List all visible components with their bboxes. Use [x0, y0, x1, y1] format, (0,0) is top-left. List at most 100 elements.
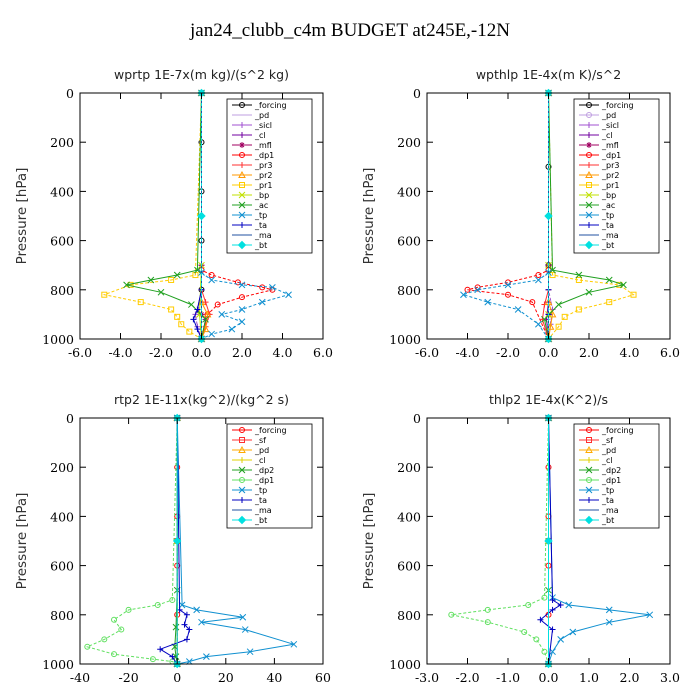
data-point	[123, 281, 130, 289]
y-tick-label: 0	[413, 86, 421, 101]
legend-marker	[238, 445, 246, 453]
legend-marker	[238, 211, 246, 219]
legend-label: _tp	[601, 486, 614, 495]
legend: _forcing_sf_pd_cl_dp2_dp1_tp_ta_ma_bt	[573, 423, 660, 529]
y-tick-label: 400	[50, 184, 74, 199]
data-point	[569, 628, 577, 636]
legend-item: _bt	[232, 240, 267, 250]
data-point	[194, 266, 201, 274]
legend-label: _bt	[254, 241, 267, 250]
x-tick-label: -6.0	[415, 345, 439, 360]
data-point	[202, 315, 209, 323]
data-point	[198, 618, 205, 626]
y-tick-label: 1000	[42, 332, 74, 347]
legend-item: _dp2	[579, 466, 621, 475]
legend-label: _ta	[601, 496, 614, 505]
data-point	[125, 606, 132, 613]
data-point	[620, 281, 627, 289]
plot-panel-4: thlp2 1E-4x(K^2)/s Pressure [hPa] -3.0 -2.0…	[361, 392, 680, 685]
y-tick-label: 200	[50, 460, 74, 475]
y-tick-label: 600	[50, 234, 74, 249]
legend-label: _pr1	[601, 181, 619, 190]
legend-marker	[586, 427, 592, 433]
y-tick-label: 600	[397, 234, 421, 249]
legend-marker	[239, 427, 245, 433]
data-point	[111, 616, 118, 623]
legend-label: _mfl	[601, 141, 619, 150]
x-tick-label: 2.0	[620, 670, 640, 685]
legend-marker	[586, 142, 592, 148]
legend-label: _pr3	[601, 161, 619, 170]
legend-marker	[586, 222, 592, 228]
legend-label: _bt	[254, 516, 267, 525]
data-point	[535, 276, 542, 284]
data-point	[208, 272, 215, 279]
data-point	[575, 306, 582, 313]
data-point	[172, 536, 182, 546]
legend-marker	[585, 466, 593, 474]
data-point	[514, 306, 522, 313]
data-point	[188, 301, 195, 308]
data-point	[529, 299, 536, 306]
legend-label: _dp1	[601, 151, 621, 160]
y-tick-label: 0	[66, 411, 74, 426]
legend-item: _tp	[579, 486, 614, 495]
legend-item: _forcing	[232, 101, 287, 110]
x-tick-label: 0.0	[539, 345, 559, 360]
data-point	[208, 330, 215, 338]
data-point	[605, 618, 613, 626]
data-point	[157, 646, 164, 653]
data-point	[575, 276, 582, 283]
y-axis-label: Pressure [hPa]	[361, 168, 377, 265]
y-tick-label: 800	[397, 608, 421, 623]
legend-label: _pd	[254, 446, 269, 455]
legend-marker	[239, 182, 245, 188]
legend-label: _ma	[601, 506, 619, 515]
legend-label: _dp2	[254, 466, 274, 475]
x-tick-label: 4.0	[620, 345, 640, 360]
legend-label: _tp	[601, 211, 614, 220]
data-point	[484, 619, 491, 626]
data-point	[183, 636, 190, 643]
legend-item: _pd	[579, 111, 616, 120]
x-tick-label: 2.0	[232, 345, 252, 360]
legend-label: _mfl	[254, 141, 272, 150]
data-point	[541, 648, 548, 655]
data-point	[557, 601, 564, 608]
legend-marker	[586, 497, 592, 503]
data-point	[238, 306, 246, 313]
series-bt	[544, 413, 553, 669]
legend-marker	[585, 211, 593, 219]
data-point	[197, 211, 206, 221]
data-point	[549, 606, 556, 613]
series-bt	[172, 413, 182, 669]
y-tick-label: 400	[397, 509, 421, 524]
legend-marker	[238, 170, 246, 178]
data-point	[239, 294, 245, 301]
legend-item: _dp1	[579, 151, 621, 160]
data-point	[238, 281, 246, 289]
data-point	[149, 656, 156, 663]
legend-item: _pr3	[232, 161, 272, 170]
y-tick-label: 800	[50, 283, 74, 298]
x-tick-label: -2.0	[455, 670, 479, 685]
legend-item: _bt	[579, 515, 614, 525]
legend-item: _sf	[579, 436, 613, 445]
series-dp1	[448, 415, 552, 667]
legend-item: _bp	[579, 191, 616, 200]
panel-title: thlp2 1E-4x(K^2)/s	[489, 392, 608, 407]
data-point	[575, 271, 583, 279]
legend-item: _cl	[579, 456, 613, 465]
legend-marker	[585, 201, 593, 209]
legend: _forcing_pd_sicl_cl_mfl_dp1_pr3_pr2_pr1_…	[226, 98, 313, 254]
legend-item: _dp1	[579, 476, 621, 485]
data-point	[549, 272, 556, 279]
legend-label: _sicl	[254, 121, 272, 130]
data-point	[194, 306, 201, 313]
legend-label: _dp1	[601, 476, 621, 485]
legend-item: _mfl	[579, 141, 619, 150]
legend-label: _ma	[254, 231, 272, 240]
data-point	[173, 271, 181, 279]
legend-label: _sf	[601, 436, 613, 445]
data-point	[239, 613, 247, 621]
